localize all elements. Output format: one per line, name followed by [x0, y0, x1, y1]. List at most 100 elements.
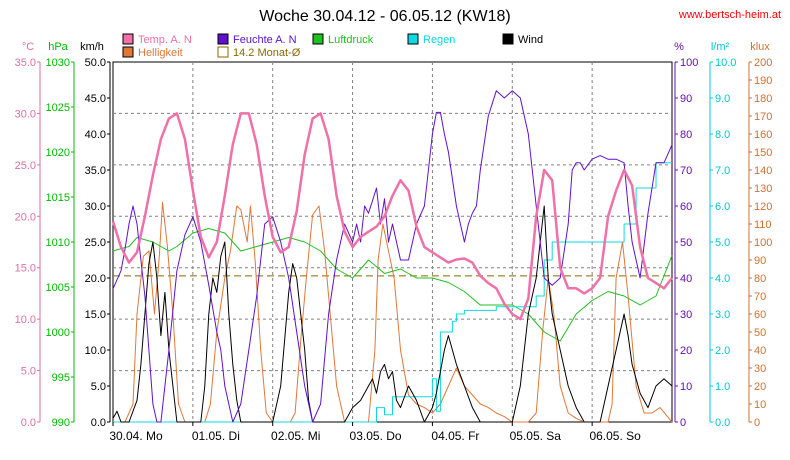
axis-tick-label-wind: 45.0: [85, 93, 106, 105]
axis-tick-label-rain: 8.0: [715, 129, 730, 141]
axis-unit-temp: °C: [22, 41, 34, 53]
axis-tick-label-hum: 50: [680, 237, 692, 249]
axis-tick-label-rain: 10.0: [715, 57, 736, 69]
x-tick-label: 04.05. Fr: [431, 429, 479, 443]
axis-unit-hum: %: [674, 41, 684, 53]
axis-tick-label-rain: 1.0: [715, 381, 730, 393]
axis-tick-label-hum: 80: [680, 129, 692, 141]
axis-tick-label-lux: 140: [754, 165, 772, 177]
axis-unit-press: hPa: [48, 41, 68, 53]
axis-tick-label-press: 1000: [46, 327, 70, 339]
axis-tick-label-rain: 9.0: [715, 93, 730, 105]
axis-tick-label-rain: 0.0: [715, 417, 730, 429]
axis-tick-label-wind: 30.0: [85, 201, 106, 213]
axis-tick-label-press: 1020: [46, 147, 70, 159]
axis-unit-rain: l/m²: [711, 41, 730, 53]
axis-tick-label-lux: 30: [754, 363, 766, 375]
legend-label: Temp. A. N: [138, 34, 192, 46]
axis-tick-label-lux: 120: [754, 201, 772, 213]
axis-tick-label-hum: 40: [680, 273, 692, 285]
axis-tick-label-temp: 10.0: [15, 314, 36, 326]
axis-tick-label-wind: 40.0: [85, 129, 106, 141]
chart-title: Woche 30.04.12 - 06.05.12 (KW18): [259, 8, 510, 25]
axis-tick-label-lux: 80: [754, 273, 766, 285]
series-line-regen: [113, 162, 672, 423]
x-tick-label: 30.04. Mo: [109, 429, 163, 443]
axis-tick-label-lux: 190: [754, 75, 772, 87]
x-tick-label: 05.05. Sa: [510, 429, 562, 443]
axis-tick-label-hum: 10: [680, 381, 692, 393]
axis-tick-label-rain: 6.0: [715, 201, 730, 213]
axis-tick-label-temp: 30.0: [15, 108, 36, 120]
axis-tick-label-hum: 70: [680, 165, 692, 177]
axis-tick-label-lux: 10: [754, 399, 766, 411]
legend-swatch: [122, 46, 134, 58]
axis-tick-label-hum: 20: [680, 345, 692, 357]
axis-tick-label-temp: 5.0: [21, 366, 36, 378]
series-line-wind: [112, 205, 673, 423]
axis-tick-label-temp: 20.0: [15, 211, 36, 223]
axis-tick-label-wind: 10.0: [85, 345, 106, 357]
x-tick-label: 06.05. So: [589, 429, 641, 443]
axis-tick-label-hum: 60: [680, 201, 692, 213]
legend-swatch: [217, 46, 229, 58]
axis-tick-label-wind: 5.0: [91, 381, 106, 393]
axis-unit-lux: klux: [750, 41, 770, 53]
axis-tick-label-lux: 150: [754, 147, 772, 159]
axis-tick-label-lux: 180: [754, 93, 772, 105]
legend-label: 14.2 Monat-Ø: [233, 47, 301, 59]
axis-tick-label-press: 1025: [46, 102, 70, 114]
series-line-luftdruck: [112, 228, 673, 342]
axis-tick-label-hum: 100: [680, 57, 698, 69]
axis-tick-label-press: 990: [52, 417, 70, 429]
axis-unit-wind: km/h: [80, 41, 104, 53]
legend-label: Regen: [423, 34, 455, 46]
axis-tick-label-wind: 0.0: [91, 417, 106, 429]
axis-tick-label-lux: 100: [754, 237, 772, 249]
x-axis-ticks: 30.04. Mo 01.05. Di 02.05. Mi 03.05. Do 04.0…: [109, 422, 641, 443]
axis-tick-label-lux: 130: [754, 183, 772, 195]
source-label: www.bertsch-heim.at: [678, 9, 781, 21]
axis-tick-label-rain: 4.0: [715, 273, 730, 285]
legend-swatch: [312, 33, 324, 45]
axis-tick-label-rain: 7.0: [715, 165, 730, 177]
legend-swatch: [217, 33, 229, 45]
axis-tick-label-lux: 90: [754, 255, 766, 267]
series-line-temp-a-n: [111, 112, 673, 321]
axis-tick-label-rain: 3.0: [715, 309, 730, 321]
axis-tick-label-wind: 20.0: [85, 273, 106, 285]
axis-units: °C hPa km/h% l/m² klux: [22, 41, 770, 53]
axis-tick-label-temp: 0.0: [21, 417, 36, 429]
axis-tick-label-wind: 50.0: [85, 57, 106, 69]
legend-label: Luftdruck: [328, 34, 374, 46]
legend-swatch: [407, 33, 419, 45]
axis-tick-label-press: 1030: [46, 57, 70, 69]
axis-tick-label-wind: 35.0: [85, 165, 106, 177]
x-tick-label: 03.05. Do: [350, 429, 402, 443]
axis-tick-label-lux: 60: [754, 309, 766, 321]
legend-swatch: [122, 33, 134, 45]
axis-tick-label-rain: 2.0: [715, 345, 730, 357]
axis-tick-label-wind: 15.0: [85, 309, 106, 321]
axes: 0.05.010.015.020.025.030.035.09909951000…: [15, 57, 773, 429]
axis-tick-label-lux: 170: [754, 111, 772, 123]
axis-tick-label-rain: 5.0: [715, 237, 730, 249]
axis-tick-label-hum: 30: [680, 309, 692, 321]
legend-label: Wind: [518, 34, 543, 46]
legend-label: Helligkeit: [138, 47, 183, 59]
axis-tick-label-lux: 50: [754, 327, 766, 339]
axis-tick-label-lux: 40: [754, 345, 766, 357]
axis-tick-label-lux: 110: [754, 219, 772, 231]
axis-tick-label-hum: 0: [680, 417, 686, 429]
axis-tick-label-temp: 25.0: [15, 160, 36, 172]
axis-tick-label-press: 1015: [46, 192, 70, 204]
axis-tick-label-lux: 20: [754, 381, 766, 393]
axis-tick-label-lux: 0: [754, 417, 760, 429]
axis-tick-label-press: 995: [52, 372, 70, 384]
x-tick-label: 01.05. Di: [192, 429, 240, 443]
x-tick-label: 02.05. Mi: [271, 429, 320, 443]
axis-tick-label-lux: 160: [754, 129, 772, 141]
axis-tick-label-hum: 90: [680, 93, 692, 105]
